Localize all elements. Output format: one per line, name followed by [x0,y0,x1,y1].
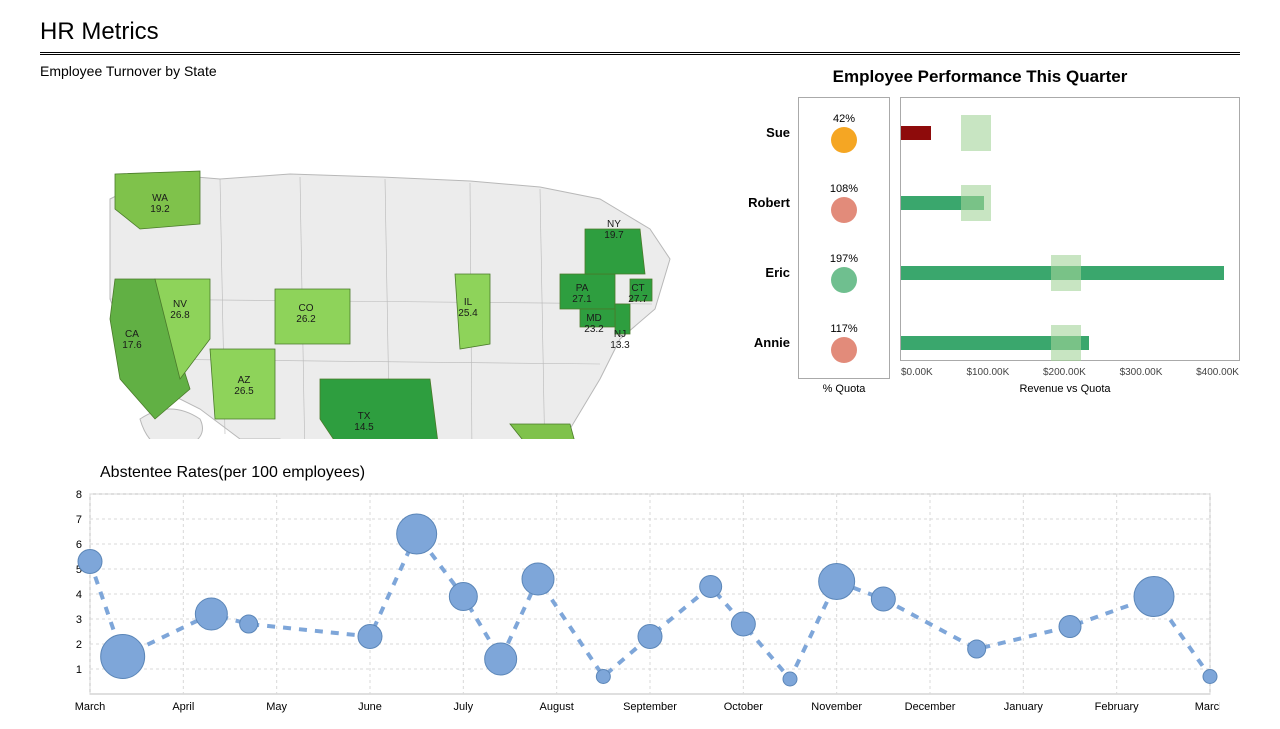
line-marker [783,672,797,686]
quota-pct: 42% [833,113,855,125]
svg-text:23.2: 23.2 [584,324,604,335]
x-tick: March [1195,701,1220,713]
revenue-bar [901,126,931,140]
x-tick: September [623,701,677,713]
line-marker [968,640,986,658]
svg-text:19.7: 19.7 [604,230,624,241]
x-tick: May [266,701,287,713]
state-label-CT: CT [631,283,644,294]
y-tick: 2 [76,639,82,651]
linechart-title: Abstentee Rates(per 100 employees) [100,464,1240,482]
svg-text:27.7: 27.7 [628,294,648,305]
line-marker [449,583,477,611]
state-TX [320,379,440,439]
line-marker [1059,616,1081,638]
svg-text:26.8: 26.8 [170,310,190,321]
line-marker [819,564,855,600]
bars-axis-label: Revenue vs Quota [890,383,1240,395]
state-label-PA: PA [576,283,589,294]
state-label-TX: TX [358,411,371,422]
x-tick: November [811,701,862,713]
page-title: HR Metrics [40,18,1240,46]
map-title: Employee Turnover by State [40,63,680,79]
perf-name-eric: Eric [765,237,790,307]
quota-pct: 197% [830,253,858,265]
state-label-CO: CO [299,303,314,314]
perf-title: Employee Performance This Quarter [720,67,1240,87]
perf-name-sue: Sue [766,97,790,167]
line-marker [101,635,145,679]
line-marker [195,598,227,630]
state-FL [510,424,585,439]
line-marker [731,612,755,636]
quota-dot [831,197,857,223]
quota-pct: 117% [830,323,857,335]
line-marker [700,576,722,598]
state-label-AZ: AZ [238,375,251,386]
state-label-MD: MD [586,313,602,324]
line-marker [240,615,258,633]
svg-text:19.2: 19.2 [150,204,170,215]
x-tick: January [1004,701,1044,713]
line-marker [485,643,517,675]
x-tick: April [172,701,194,713]
state-label-NV: NV [173,299,187,310]
quota-target-mark [1051,325,1081,361]
state-label-IL: IL [464,297,473,308]
line-marker [1203,670,1217,684]
line-marker [1134,577,1174,617]
svg-text:25.4: 25.4 [458,308,478,319]
y-tick: 1 [76,664,82,676]
line-marker [397,514,437,554]
line-marker [638,625,662,649]
quota-dot [831,337,857,363]
x-tick: February [1095,701,1140,713]
svg-text:17.6: 17.6 [122,340,142,351]
state-label-CA: CA [125,329,139,340]
svg-text:13.3: 13.3 [610,340,630,351]
line-marker [358,625,382,649]
state-label-NJ: NJ [614,329,626,340]
x-tick: August [540,701,574,713]
header-rule [40,52,1240,55]
line-marker [78,550,102,574]
y-tick: 3 [76,614,82,626]
perf-chart: SueRobertEricAnnie 42% 108% 197% 117% % Quo… [720,97,1240,395]
svg-text:26.2: 26.2 [296,314,316,325]
x-tick: December [905,701,956,713]
quota-target-mark [961,185,991,221]
svg-text:27.1: 27.1 [572,294,592,305]
quota-pct: 108% [830,183,858,195]
line-marker [596,670,610,684]
quota-axis-label: % Quota [798,383,890,395]
quota-target-mark [1051,255,1081,291]
line-chart: 12345678MarchAprilMayJuneJulyAugustSepte… [40,484,1220,724]
line-marker [522,563,554,595]
map-chart: WA19.2 CA17.6 NV26.8 AZ26.5 CO26.2 TX14.5 IL25… [40,79,680,439]
line-marker [871,587,895,611]
svg-text:26.5: 26.5 [234,386,254,397]
y-tick: 6 [76,539,82,551]
perf-name-robert: Robert [748,167,790,237]
x-tick: October [724,701,763,713]
quota-dot [831,267,857,293]
y-tick: 4 [76,589,82,601]
x-tick: July [454,701,474,713]
quota-dot [831,127,857,153]
x-tick: March [75,701,106,713]
perf-name-annie: Annie [754,307,790,377]
y-tick: 8 [76,489,82,501]
x-tick: June [358,701,382,713]
svg-text:14.5: 14.5 [354,422,374,433]
quota-target-mark [961,115,991,151]
y-tick: 7 [76,514,82,526]
state-label-WA: WA [152,193,168,204]
state-label-NY: NY [607,219,621,230]
